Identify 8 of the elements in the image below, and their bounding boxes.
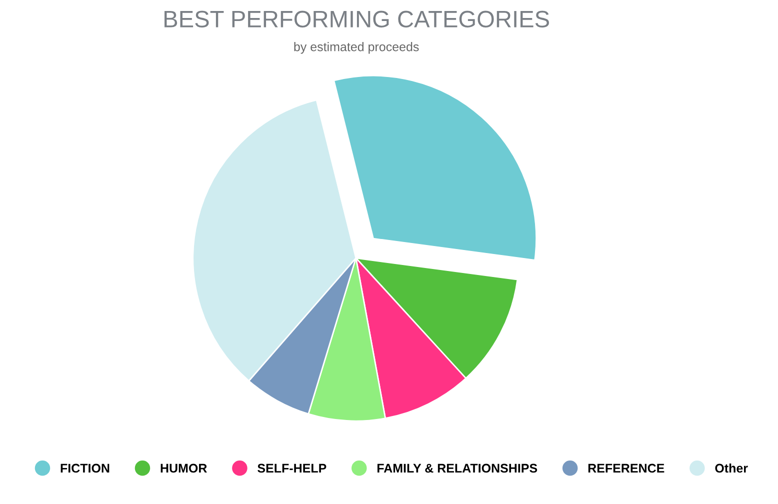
chart-subtitle: by estimated proceeds	[294, 42, 419, 54]
legend-label: SELF-HELP	[258, 464, 326, 473]
legend-label: FICTION	[60, 464, 110, 473]
legend-label: FAMILY & RELATIONSHIPS	[377, 464, 538, 473]
chart-title: BEST PERFORMING CATEGORIES	[164, 10, 549, 28]
legend-label: Other	[715, 463, 748, 473]
legend-label: REFERENCE	[588, 464, 664, 473]
legend-label: HUMOR	[160, 464, 207, 473]
